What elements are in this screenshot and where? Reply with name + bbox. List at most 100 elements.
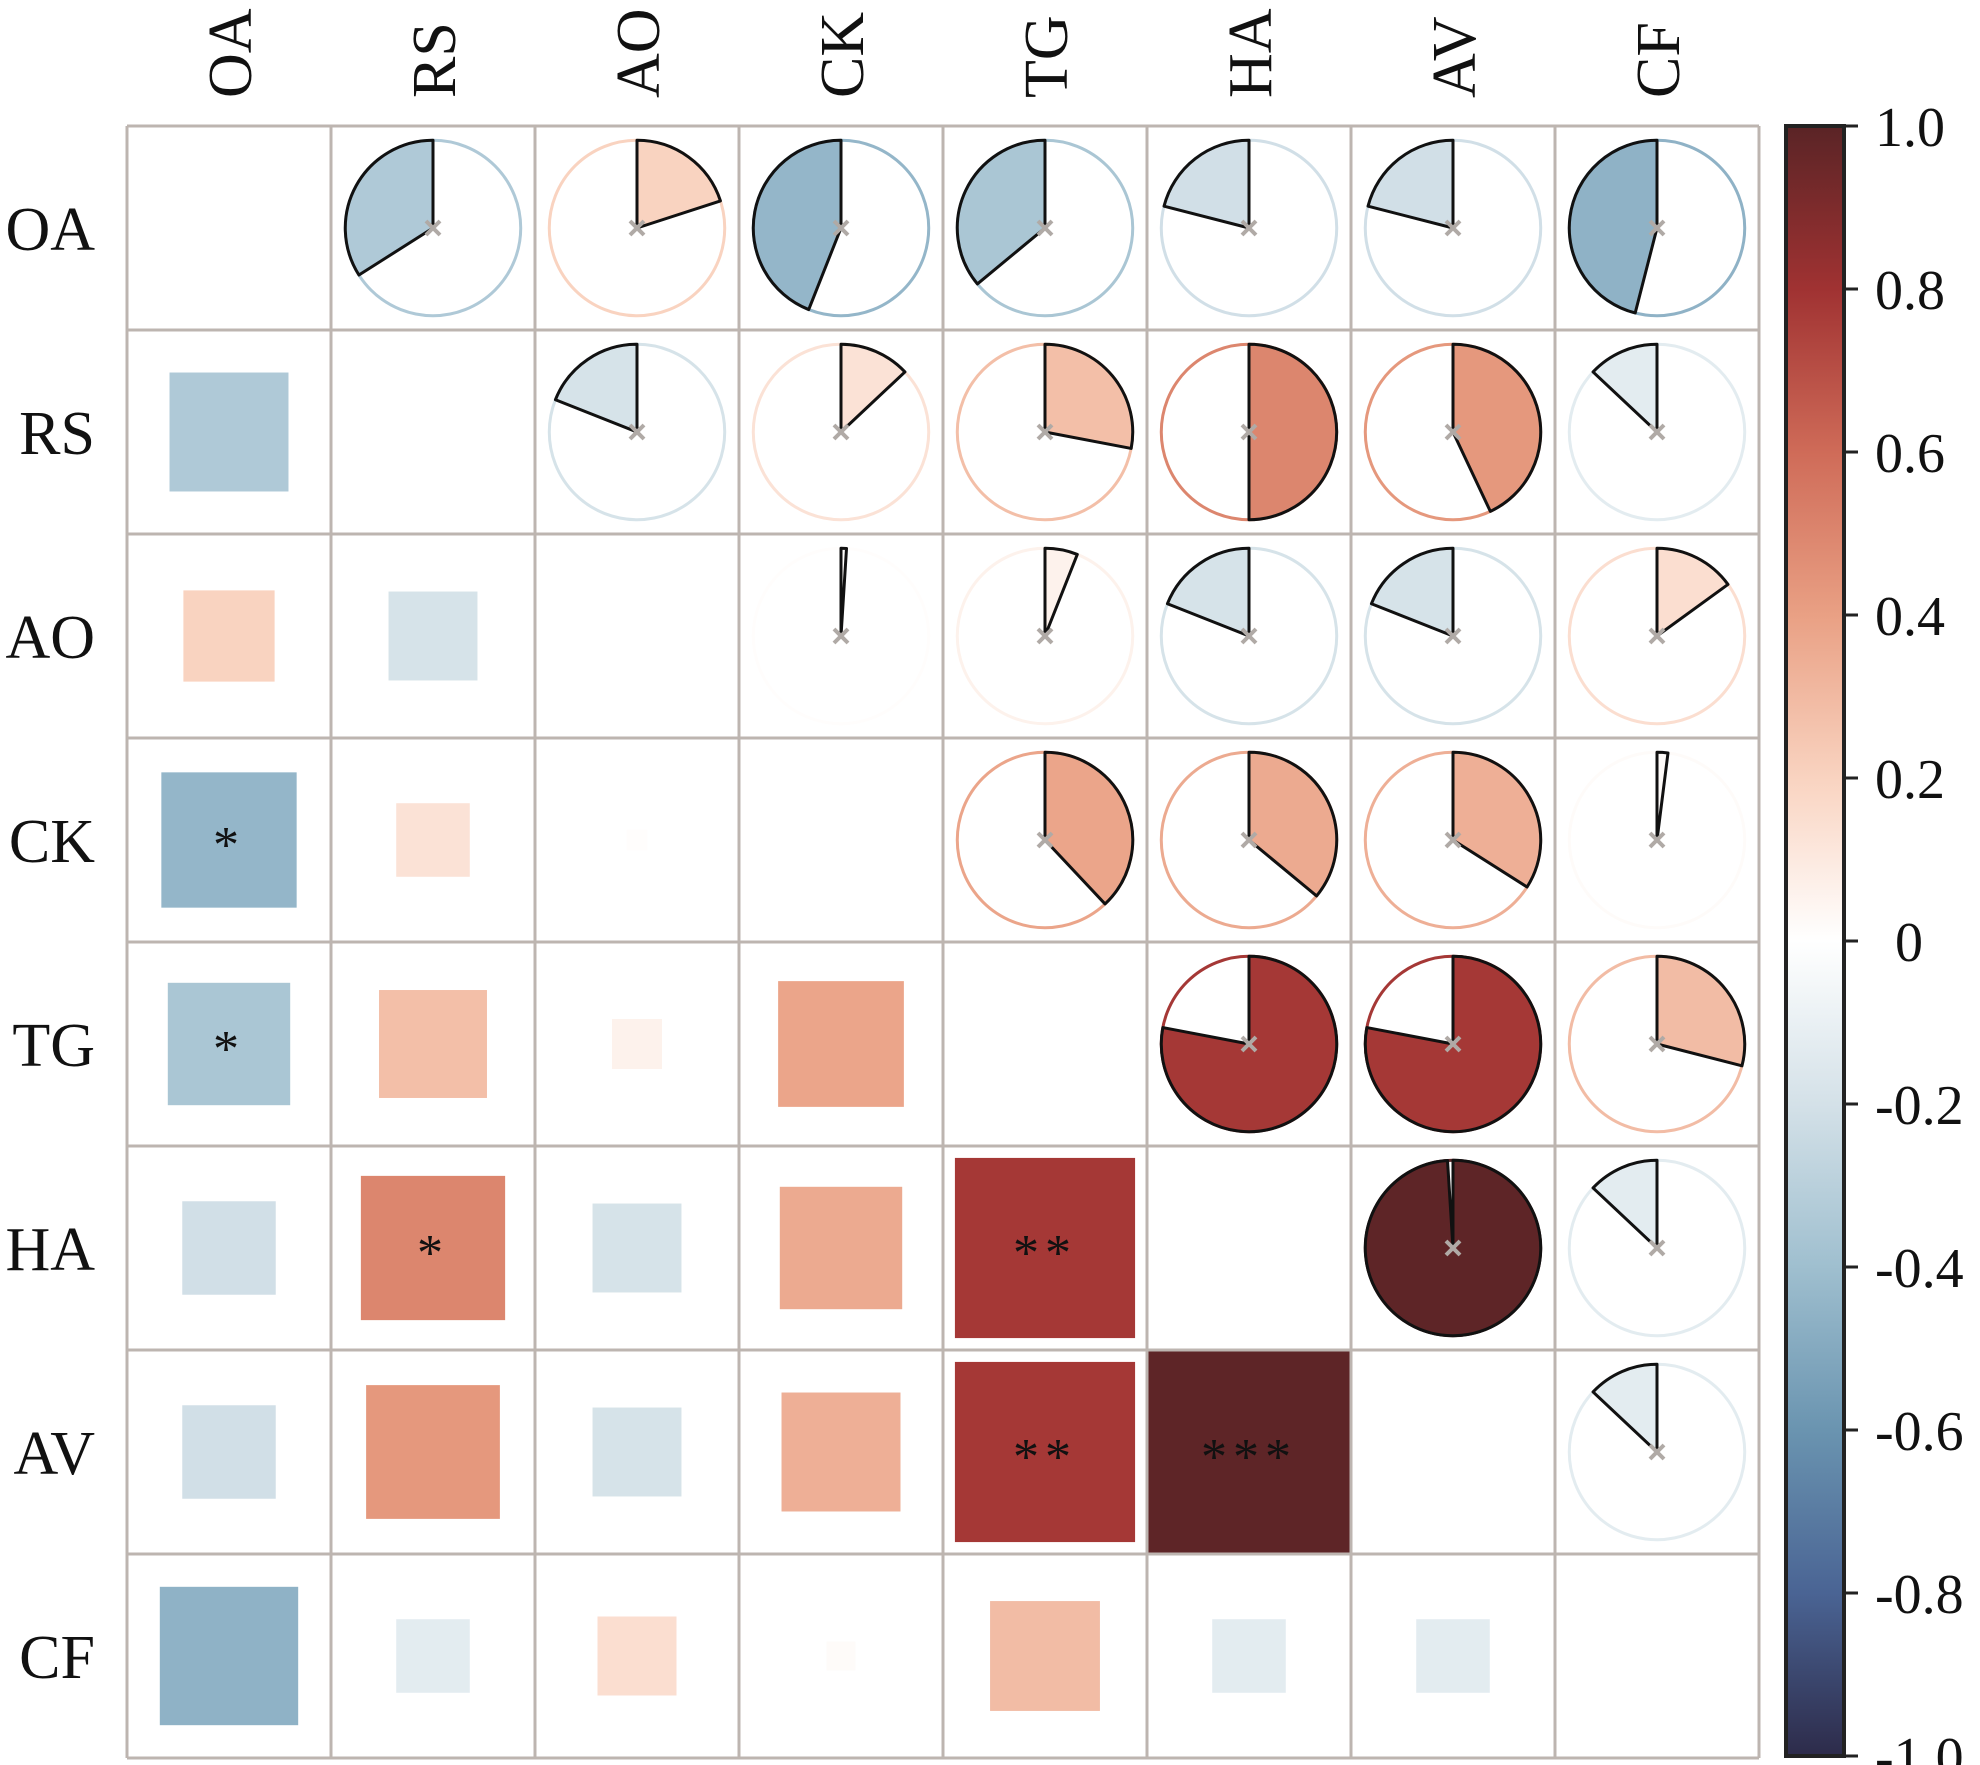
matrix-cells: *** **** *** <box>159 138 1747 1726</box>
center-mark-icon <box>1648 831 1666 849</box>
correlation-square <box>183 590 275 682</box>
row-label: CF <box>19 1624 95 1692</box>
pie-sector <box>1043 342 1135 450</box>
pie-sector <box>1655 750 1670 842</box>
center-mark-icon <box>1444 627 1462 645</box>
significance-label: ** <box>1013 1429 1077 1486</box>
pie-sector <box>1655 954 1747 1068</box>
correlation-square <box>781 1392 901 1512</box>
correlation-square <box>161 772 297 908</box>
pie-sector <box>839 342 907 434</box>
significance-label: * <box>213 817 245 874</box>
row-label: TG <box>12 1012 95 1080</box>
center-mark-icon <box>832 627 850 645</box>
colorbar-tick-label: -0.6 <box>1875 1401 1964 1463</box>
center-mark-icon <box>1648 1035 1666 1053</box>
colorbar-tick-label: -0.4 <box>1875 1238 1964 1300</box>
colorbar-tick-label: -1.0 <box>1875 1727 1964 1765</box>
center-mark-icon <box>1036 627 1054 645</box>
correlation-square <box>778 981 904 1107</box>
center-mark-icon <box>1036 423 1054 441</box>
pie-sector <box>751 138 843 312</box>
column-label: OA <box>197 8 265 98</box>
pie-sector <box>1366 138 1455 230</box>
correlation-square <box>366 1385 500 1519</box>
center-mark-icon <box>1648 627 1666 645</box>
pie-sector <box>1451 342 1543 513</box>
correlation-square <box>592 1203 682 1293</box>
correlation-square <box>182 1201 276 1295</box>
pie-sector <box>1165 546 1251 638</box>
center-mark-icon <box>832 423 850 441</box>
pie-sector <box>343 138 435 277</box>
center-mark-icon <box>832 219 850 237</box>
correlation-square <box>954 1361 1136 1543</box>
pie-sector <box>1655 546 1730 638</box>
center-mark-icon <box>1036 831 1054 849</box>
row-label: CK <box>9 808 95 876</box>
pie-sector <box>1591 342 1659 434</box>
pie-sector <box>955 138 1047 286</box>
row-label: AV <box>13 1420 95 1488</box>
colorbar-tick-label: -0.8 <box>1875 1564 1964 1626</box>
center-mark-icon <box>1444 219 1462 237</box>
pie-sector <box>1247 342 1339 522</box>
column-label: AO <box>605 8 673 98</box>
grid-lines <box>125 124 1761 1760</box>
colorbar-tick-label: 0.6 <box>1875 423 1945 485</box>
column-label: AV <box>1421 16 1489 98</box>
correlation-square <box>779 1186 903 1310</box>
column-label: CF <box>1625 22 1693 98</box>
column-label: RS <box>401 22 469 98</box>
colorbar-tick-label: 0 <box>1895 912 1923 974</box>
correlation-square <box>1147 1350 1351 1554</box>
pie-sector <box>1247 750 1339 898</box>
correlation-square <box>990 1601 1100 1711</box>
correlation-square <box>626 829 648 851</box>
pie-sector <box>1591 1158 1659 1250</box>
correlation-square <box>379 990 487 1098</box>
pie-sector <box>1591 1362 1659 1454</box>
colorbar-tick-label: 0.2 <box>1875 749 1945 811</box>
correlation-square <box>954 1157 1136 1339</box>
correlation-square <box>167 982 291 1106</box>
correlation-square <box>169 372 289 492</box>
correlation-square <box>182 1405 276 1499</box>
row-label: HA <box>5 1216 95 1284</box>
correlation-square <box>612 1019 662 1069</box>
colorbar-tick-label: 0.4 <box>1875 586 1945 648</box>
colorbar: 1.0 0.8 0.6 0.4 0.2 0 -0.2 -0.4 -0.6 -0.8 -1.0 <box>1784 97 1964 1765</box>
center-mark-icon <box>1036 219 1054 237</box>
column-label: CK <box>809 12 877 98</box>
correlation-square <box>592 1407 682 1497</box>
colorbar-tick-label: 0.8 <box>1875 260 1945 322</box>
pie-sector <box>1159 954 1339 1134</box>
center-mark-icon <box>1444 1035 1462 1053</box>
pie-sector <box>1043 546 1079 638</box>
center-mark-icon <box>1240 831 1258 849</box>
pie-sector <box>553 342 639 434</box>
pie-sector <box>1369 546 1455 638</box>
correlation-square <box>826 1641 856 1671</box>
center-mark-icon <box>1648 423 1666 441</box>
axis-labels: OA OA RS RS AO AO CK CK TG TG HA HA AV AV CF CF <box>5 8 1693 1692</box>
correlation-square <box>597 1616 677 1696</box>
center-mark-icon <box>628 219 646 237</box>
pie-sector <box>635 138 722 230</box>
center-mark-icon <box>1240 1035 1258 1053</box>
correlation-square <box>388 591 478 681</box>
center-mark-icon <box>1648 1443 1666 1461</box>
row-label: OA <box>5 196 95 264</box>
colorbar-tick-label: 1.0 <box>1875 97 1945 159</box>
pie-sector <box>1043 750 1135 906</box>
significance-label: ** <box>1013 1225 1077 1282</box>
colorbar-gradient <box>1784 124 1846 1758</box>
center-mark-icon <box>1240 423 1258 441</box>
column-label: HA <box>1217 8 1285 98</box>
center-mark-icon <box>1444 423 1462 441</box>
correlation-square <box>1212 1619 1286 1693</box>
row-label: RS <box>19 400 95 468</box>
correlation-square <box>396 1619 470 1693</box>
center-mark-icon <box>1240 219 1258 237</box>
center-mark-icon <box>1648 1239 1666 1257</box>
